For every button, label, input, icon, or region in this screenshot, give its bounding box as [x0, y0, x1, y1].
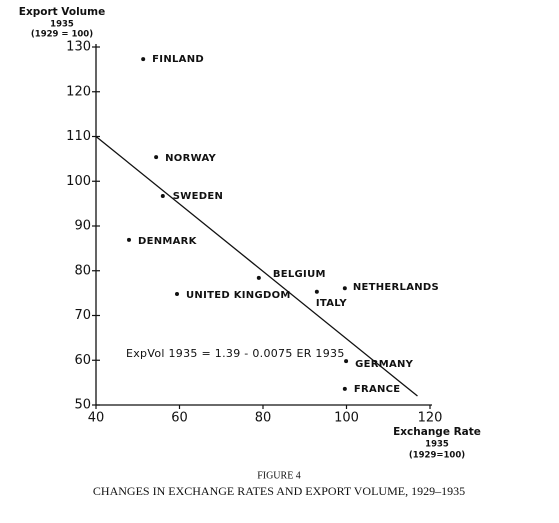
point — [256, 275, 261, 280]
x-tick-label: 60 — [171, 411, 188, 426]
figure-number: FIGURE 4 — [257, 470, 301, 481]
x-axis-subtitle: 1935 — [425, 440, 449, 450]
point — [160, 194, 165, 199]
point-label: FRANCE — [354, 384, 401, 395]
y-tick-label: 70 — [74, 308, 91, 323]
point — [154, 155, 159, 160]
point — [126, 237, 131, 242]
point-label: FINLAND — [152, 54, 204, 65]
point-label: BELGIUM — [273, 269, 326, 280]
x-tick-label: 120 — [418, 411, 443, 426]
point — [141, 57, 146, 62]
x-axis-subtitle: (1929=100) — [409, 451, 465, 461]
x-axis-title: Exchange Rate — [393, 426, 481, 438]
y-tick-label: 60 — [74, 353, 91, 368]
figure-caption: CHANGES IN EXCHANGE RATES AND EXPORT VOL… — [93, 484, 465, 498]
point-label: DENMARK — [138, 236, 198, 247]
y-tick-label: 100 — [66, 174, 91, 189]
x-tick-label: 100 — [334, 411, 359, 426]
y-tick-label: 90 — [74, 219, 91, 234]
y-tick-label: 80 — [74, 263, 91, 278]
fit-line — [95, 135, 418, 397]
point-label: ITALY — [316, 298, 348, 309]
point-label: GERMANY — [355, 359, 414, 370]
x-tick-label: 80 — [255, 411, 272, 426]
point-label: SWEDEN — [173, 191, 223, 202]
point — [174, 292, 179, 297]
y-axis-title: Export Volume — [19, 6, 105, 18]
point-label: UNITED KINGDOM — [186, 290, 291, 301]
point — [342, 286, 347, 291]
y-axis-subtitle: (1929 = 100) — [31, 30, 93, 40]
equation: ExpVol 1935 = 1.39 - 0.0075 ER 1935 — [126, 347, 345, 360]
point-label: NETHERLANDS — [353, 282, 439, 293]
point — [344, 359, 349, 364]
y-axis-subtitle: 1935 — [50, 20, 74, 30]
point — [342, 386, 347, 391]
y-tick-label: 110 — [66, 129, 91, 144]
y-tick-label: 120 — [66, 84, 91, 99]
point — [314, 289, 319, 294]
point-label: NORWAY — [165, 153, 216, 164]
y-tick-label: 50 — [74, 398, 91, 413]
x-tick-label: 40 — [88, 411, 105, 426]
y-tick-label: 130 — [66, 40, 91, 55]
